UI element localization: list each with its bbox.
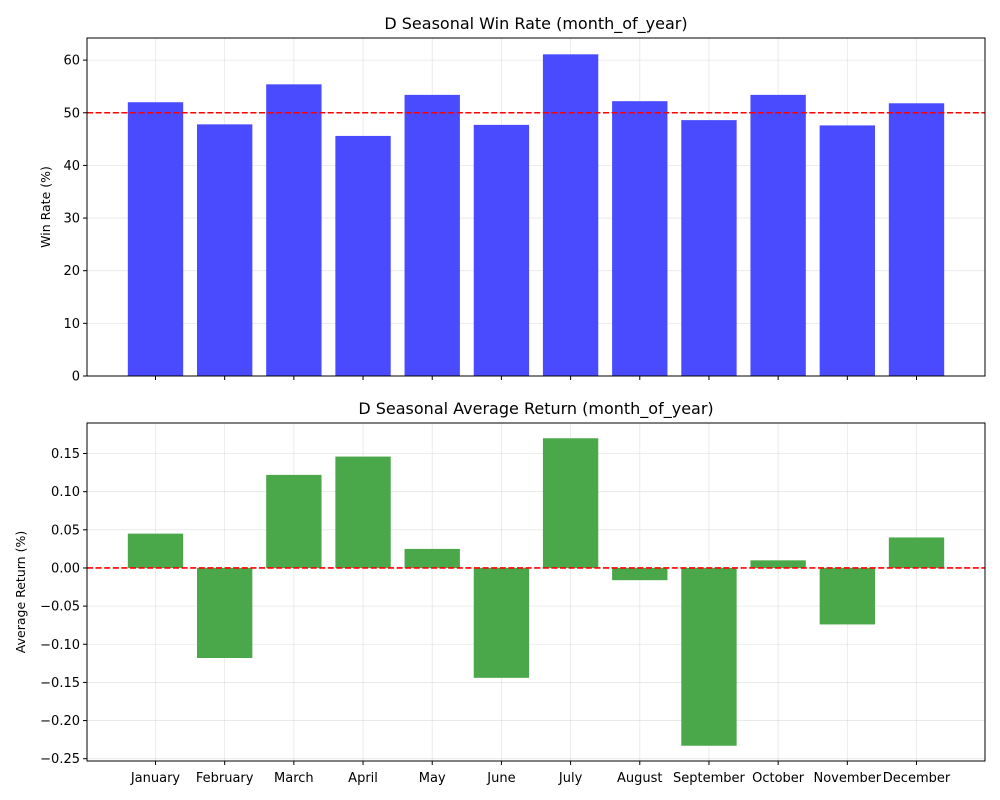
win-rate-bar-august bbox=[612, 101, 668, 377]
win-rate-bar-june bbox=[473, 124, 530, 376]
average-return-y-tick-label: −0.10 bbox=[40, 638, 80, 653]
win-rate-bar-january bbox=[127, 102, 184, 376]
win-rate-bar-march bbox=[266, 84, 322, 377]
win-rate-bar-april bbox=[335, 135, 391, 376]
average-return-plot-frame bbox=[86, 422, 986, 762]
win-rate-y-tick-label: 40 bbox=[63, 159, 80, 174]
win-rate-bar-may bbox=[404, 94, 460, 377]
average-return-y-tick-label: −0.20 bbox=[40, 714, 80, 729]
average-return-bar-june bbox=[473, 567, 530, 678]
average-return-x-tick-label-september: September bbox=[673, 771, 746, 786]
average-return-x-tick-label-may: May bbox=[419, 771, 446, 786]
average-return-x-tick-label-april: April bbox=[348, 771, 378, 786]
average-return-y-tick-label: 0.00 bbox=[51, 561, 80, 576]
average-return-bar-april bbox=[335, 456, 391, 568]
average-return-x-tick-label-january: January bbox=[130, 771, 181, 786]
win-rate-y-tick-label: 60 bbox=[63, 54, 80, 69]
average-return-bar-july bbox=[542, 438, 599, 568]
average-return-bar-february bbox=[197, 567, 253, 658]
win-rate-bar-september bbox=[681, 120, 737, 376]
average-return-y-axis-label: Average Return (%) bbox=[13, 531, 28, 653]
average-return-x-tick-label-november: November bbox=[814, 771, 882, 786]
win-rate-y-tick-label: 50 bbox=[63, 106, 80, 121]
average-return-y-tick-label: 0.15 bbox=[51, 447, 80, 462]
win-rate-bar-february bbox=[197, 124, 253, 376]
win-rate-y-tick-label: 30 bbox=[63, 212, 80, 227]
win-rate-plot-frame bbox=[86, 37, 986, 377]
win-rate-chart: D Seasonal Win Rate (month_of_year) Win … bbox=[38, 14, 986, 385]
average-return-x-tick-label-december: December bbox=[883, 771, 951, 786]
win-rate-y-tick-label: 0 bbox=[72, 370, 80, 385]
average-return-bar-september bbox=[681, 567, 737, 746]
average-return-bar-january bbox=[127, 533, 184, 568]
win-rate-chart-title: D Seasonal Win Rate (month_of_year) bbox=[384, 14, 687, 34]
average-return-x-tick-label-august: August bbox=[617, 771, 663, 786]
average-return-bar-may bbox=[404, 548, 460, 568]
average-return-bar-march bbox=[266, 474, 322, 568]
average-return-y-tick-label: 0.10 bbox=[51, 485, 80, 500]
win-rate-bar-november bbox=[819, 125, 875, 377]
average-return-x-tick-label-june: June bbox=[486, 771, 515, 786]
win-rate-bar-july bbox=[542, 54, 599, 377]
average-return-bar-november bbox=[819, 567, 875, 625]
average-return-bar-august bbox=[612, 567, 668, 581]
average-return-bar-december bbox=[888, 537, 945, 568]
win-rate-bar-october bbox=[750, 94, 806, 377]
average-return-chart-title: D Seasonal Average Return (month_of_year… bbox=[358, 399, 713, 419]
average-return-y-tick-label: −0.15 bbox=[40, 676, 80, 691]
win-rate-y-axis-label: Win Rate (%) bbox=[38, 166, 53, 248]
win-rate-y-tick-label: 20 bbox=[63, 264, 80, 279]
average-return-y-tick-label: −0.25 bbox=[40, 752, 80, 767]
average-return-bar-october bbox=[750, 560, 806, 568]
average-return-x-tick-label-march: March bbox=[274, 771, 314, 786]
average-return-y-tick-label: 0.05 bbox=[51, 523, 80, 538]
win-rate-y-tick-label: 10 bbox=[63, 317, 80, 332]
win-rate-bar-december bbox=[888, 103, 945, 377]
average-return-x-tick-label-july: July bbox=[558, 771, 583, 786]
average-return-y-tick-label: −0.05 bbox=[40, 600, 80, 615]
average-return-chart: D Seasonal Average Return (month_of_year… bbox=[13, 399, 986, 786]
average-return-x-tick-label-february: February bbox=[196, 771, 254, 786]
average-return-x-tick-label-october: October bbox=[752, 771, 805, 786]
